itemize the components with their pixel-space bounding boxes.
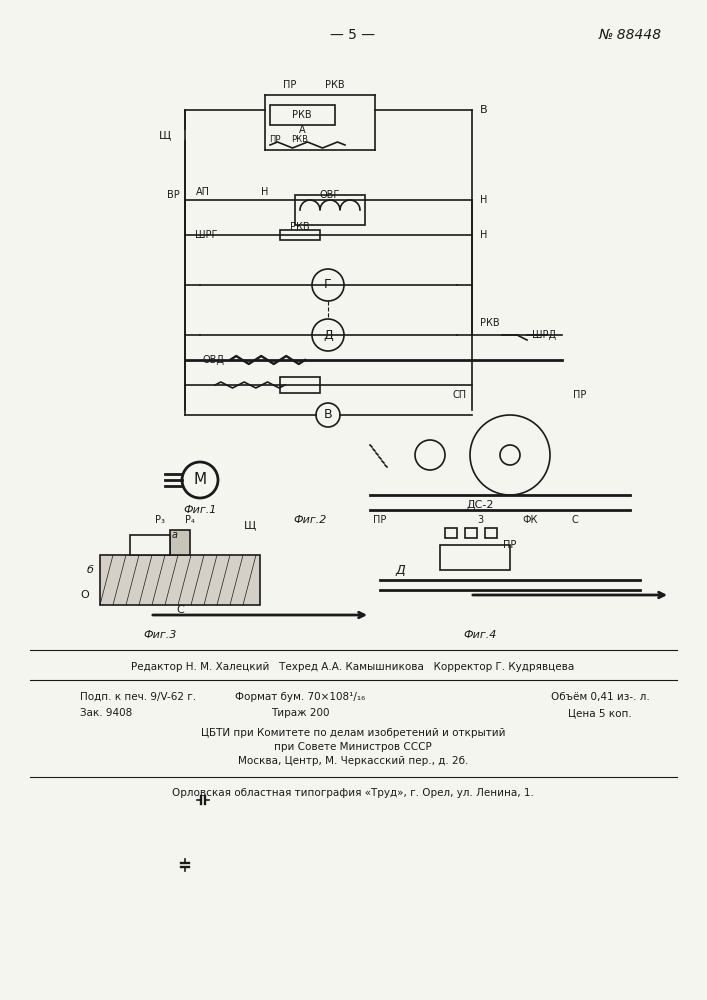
Bar bbox=[280, 377, 320, 393]
Text: Р₃: Р₃ bbox=[155, 515, 165, 525]
Text: Щ: Щ bbox=[244, 520, 256, 530]
Text: Фиг.4: Фиг.4 bbox=[463, 630, 497, 640]
Text: РКВ: РКВ bbox=[292, 110, 312, 120]
Text: Д: Д bbox=[323, 328, 333, 342]
Text: Н: Н bbox=[480, 195, 487, 205]
Text: М: М bbox=[194, 473, 206, 488]
Bar bbox=[440, 545, 510, 570]
Text: ОВГ: ОВГ bbox=[320, 190, 340, 200]
Text: ПР: ПР bbox=[373, 515, 387, 525]
Text: В: В bbox=[480, 105, 488, 115]
Bar bbox=[100, 555, 260, 605]
Text: Щ: Щ bbox=[159, 130, 171, 140]
Bar bbox=[295, 195, 365, 225]
Text: О: О bbox=[81, 590, 89, 600]
Text: Фиг.2: Фиг.2 bbox=[293, 515, 327, 525]
Text: РКВ: РКВ bbox=[291, 135, 308, 144]
Text: ФК: ФК bbox=[522, 515, 538, 525]
Text: В: В bbox=[324, 408, 332, 422]
Text: Формат бум. 70×108¹/₁₆: Формат бум. 70×108¹/₁₆ bbox=[235, 692, 365, 702]
Text: Р₄: Р₄ bbox=[185, 515, 195, 525]
Text: № 88448: № 88448 bbox=[598, 28, 662, 42]
Text: Подп. к печ. 9/V-62 г.: Подп. к печ. 9/V-62 г. bbox=[80, 692, 196, 702]
Text: А: А bbox=[298, 125, 305, 135]
Bar bbox=[465, 528, 477, 538]
Text: Редактор Н. М. Халецкий   Техред А.А. Камышникова   Корректор Г. Кудрявцева: Редактор Н. М. Халецкий Техред А.А. Камы… bbox=[132, 662, 575, 672]
Text: Н: Н bbox=[262, 187, 269, 197]
Text: ПР: ПР bbox=[573, 390, 587, 400]
Text: РКВ: РКВ bbox=[325, 80, 345, 90]
Text: ПР: ПР bbox=[269, 135, 281, 144]
Text: при Совете Министров СССР: при Совете Министров СССР bbox=[274, 742, 432, 752]
Text: ЦБТИ при Комитете по делам изобретений и открытий: ЦБТИ при Комитете по делам изобретений и… bbox=[201, 728, 506, 738]
Text: ДС-2: ДС-2 bbox=[466, 500, 493, 510]
Text: ШРД: ШРД bbox=[532, 330, 556, 340]
Text: Тираж 200: Тираж 200 bbox=[271, 708, 329, 718]
Text: ВР: ВР bbox=[168, 190, 180, 200]
Text: С: С bbox=[572, 515, 578, 525]
Text: ПР: ПР bbox=[503, 540, 517, 550]
Bar bbox=[445, 528, 457, 538]
Text: Москва, Центр, М. Черкасский пер., д. 2б.: Москва, Центр, М. Черкасский пер., д. 2б… bbox=[238, 756, 468, 766]
Text: Зак. 9408: Зак. 9408 bbox=[80, 708, 132, 718]
Text: Фиг.3: Фиг.3 bbox=[144, 630, 177, 640]
Text: ШРГ: ШРГ bbox=[195, 230, 218, 240]
Bar bbox=[270, 105, 335, 125]
Polygon shape bbox=[170, 530, 190, 555]
Text: 3: 3 bbox=[477, 515, 483, 525]
Text: РКВ: РКВ bbox=[480, 318, 500, 328]
Text: С: С bbox=[176, 605, 184, 615]
Text: — 5 —: — 5 — bbox=[330, 28, 375, 42]
Text: ОВД: ОВД bbox=[203, 355, 225, 365]
Text: Цена 5 коп.: Цена 5 коп. bbox=[568, 708, 632, 718]
Text: РКВ: РКВ bbox=[290, 222, 310, 232]
Text: Г: Г bbox=[325, 278, 332, 292]
Text: АП: АП bbox=[196, 187, 210, 197]
Text: СП: СП bbox=[453, 390, 467, 400]
Text: Н: Н bbox=[480, 230, 487, 240]
Bar bbox=[130, 535, 170, 555]
Text: Орловская областная типография «Труд», г. Орел, ул. Ленина, 1.: Орловская областная типография «Труд», г… bbox=[172, 788, 534, 798]
Text: Д: Д bbox=[395, 564, 405, 576]
Bar bbox=[485, 528, 497, 538]
Text: б: б bbox=[86, 565, 93, 575]
Text: Фиг.1: Фиг.1 bbox=[183, 505, 216, 515]
Text: ПР: ПР bbox=[284, 80, 297, 90]
Text: а: а bbox=[172, 530, 178, 540]
Bar bbox=[280, 230, 320, 240]
Text: Объём 0,41 из-. л.: Объём 0,41 из-. л. bbox=[551, 692, 649, 702]
